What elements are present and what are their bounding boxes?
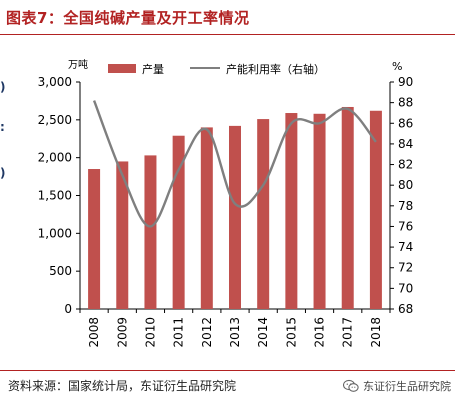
chart-area: ) : ) 0 500 1,000 1,500 2,000 2,500 3,000 万吨 68 7… [0,36,455,370]
y-right-tick-label: 78 [398,199,413,213]
x-tick-label: 2012 [200,317,214,348]
y-right-tick-label: 80 [398,178,413,192]
side-mark-1: ) [0,80,6,94]
y-right-tick-label: 82 [398,158,413,172]
bar-production [285,113,298,309]
side-mark-2: : [0,120,5,134]
legend-swatch-production [108,64,136,73]
y-right-tick-label: 72 [398,261,413,275]
brand-name: 东证衍生品研究院 [363,380,451,393]
y-left-tick-label: 2,500 [38,113,72,127]
x-tick-label: 2013 [228,317,242,348]
y-left-unit: 万吨 [68,58,88,71]
bar-production [116,161,129,309]
bar-production [172,135,185,309]
y-right-tick-label: 88 [398,96,413,110]
bar-production [257,119,270,310]
y-right-tick-label: 68 [398,302,413,316]
y-right-tick-label: 76 [398,219,413,233]
x-tick-label: 2014 [256,317,270,348]
y-right-tick-label: 86 [398,116,413,130]
x-tick-label: 2015 [284,317,298,348]
source-note: 资料来源：国家统计局，东证衍生品研究院 [8,379,237,393]
title-divider [0,34,455,35]
y-right-unit: % [392,60,402,73]
x-tick-label: 2011 [172,317,186,348]
bar-production [313,113,326,309]
utilization-line [92,100,377,228]
y-right-tick-label: 74 [398,240,413,254]
x-tick-label: 2016 [313,317,327,348]
legend-label-utilization: 产能利用率（右轴） [226,62,325,76]
bar-production [341,106,354,309]
y-right-tick-label: 70 [398,281,413,295]
y-right-tick-label: 90 [398,75,413,89]
bar-production [200,127,213,310]
chart-title: 图表7：全国纯碱产量及开工率情况 [6,9,250,27]
footer-divider [0,370,455,371]
side-mark-3: ) [0,166,6,180]
y-left-tick-label: 500 [49,264,72,278]
bar-production [369,110,382,310]
legend-label-production: 产量 [142,62,164,76]
x-tick-label: 2017 [341,317,355,348]
y-left-tick-label: 1,500 [38,189,72,203]
x-tick-label: 2008 [87,317,101,348]
x-tick-label: 2010 [143,317,157,348]
production-utilization-chart: 0 500 1,000 1,500 2,000 2,500 3,000 万吨 68 70 72 74 7… [38,58,414,348]
y-right-tick-label: 84 [398,137,413,151]
x-tick-label: 2009 [115,317,129,348]
bar-production [88,169,101,309]
y-left-tick-label: 2,000 [38,151,72,165]
bar-production [144,155,157,309]
wechat-icon [343,379,359,392]
brand-watermark: 东证衍生品研究院 [343,378,451,394]
x-tick-label: 2018 [369,317,383,348]
bar-production [229,125,241,310]
y-left-tick-label: 3,000 [38,75,72,89]
y-left-tick-label: 1,000 [38,226,72,240]
y-left-tick-label: 0 [64,302,72,316]
